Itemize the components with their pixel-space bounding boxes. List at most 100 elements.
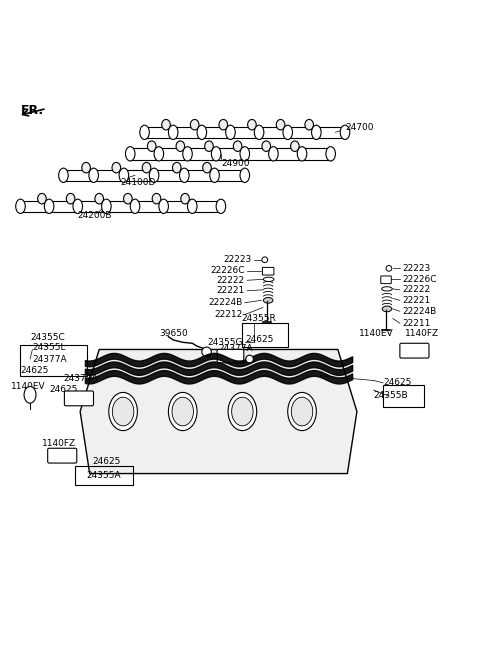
Circle shape [386,266,392,271]
Text: 22212: 22212 [214,310,242,319]
Text: 1140EV: 1140EV [11,382,46,391]
Polygon shape [80,350,357,474]
Ellipse shape [203,163,211,173]
Ellipse shape [276,119,285,130]
Text: 24377A: 24377A [218,344,253,352]
Ellipse shape [130,199,140,213]
Ellipse shape [102,199,111,213]
FancyBboxPatch shape [381,276,391,283]
Text: 39650: 39650 [159,329,188,338]
Bar [383,385,424,407]
Ellipse shape [210,168,219,182]
Text: 24900: 24900 [221,159,250,168]
Ellipse shape [172,397,193,426]
Text: 22222: 22222 [216,276,245,285]
Text: 24625: 24625 [21,367,49,375]
Ellipse shape [254,125,264,140]
Ellipse shape [382,306,392,312]
Ellipse shape [228,392,257,430]
Text: 24355B: 24355B [373,391,408,400]
Ellipse shape [73,199,83,213]
Text: 1140FZ: 1140FZ [405,329,439,338]
Circle shape [262,257,268,262]
Ellipse shape [305,119,313,130]
Text: 1140FZ: 1140FZ [42,439,76,448]
FancyBboxPatch shape [263,268,274,275]
Circle shape [202,347,211,357]
Text: 22226C: 22226C [210,266,245,276]
Ellipse shape [291,397,313,426]
Ellipse shape [264,297,273,303]
Text: 1140EV: 1140EV [360,329,394,338]
Text: 24355R: 24355R [242,314,276,323]
Ellipse shape [326,147,336,161]
Ellipse shape [112,163,120,173]
Ellipse shape [233,141,242,152]
FancyBboxPatch shape [64,391,94,406]
Text: 22223: 22223 [224,255,252,264]
Ellipse shape [24,386,36,403]
Text: 24700: 24700 [345,123,373,132]
Ellipse shape [290,141,299,152]
Ellipse shape [240,168,250,182]
Ellipse shape [172,163,181,173]
Ellipse shape [297,147,307,161]
Text: 24355G: 24355G [207,338,242,347]
Text: 24377A: 24377A [63,374,98,382]
Ellipse shape [262,141,271,152]
Text: 24377A: 24377A [33,354,67,363]
Text: 22221: 22221 [402,296,431,305]
Ellipse shape [123,194,132,204]
Text: 22222: 22222 [402,285,431,295]
Ellipse shape [149,168,159,182]
Text: 24625: 24625 [383,379,411,388]
Ellipse shape [162,119,170,130]
Ellipse shape [37,194,46,204]
Ellipse shape [269,147,278,161]
Text: 24625: 24625 [49,384,77,394]
Bar [242,323,288,347]
FancyBboxPatch shape [400,343,429,358]
Ellipse shape [112,397,134,426]
Text: 24355L: 24355L [33,342,66,352]
Ellipse shape [109,392,137,430]
FancyBboxPatch shape [48,448,77,463]
Text: FR.: FR. [21,104,44,117]
Ellipse shape [89,168,98,182]
Ellipse shape [152,194,161,204]
FancyBboxPatch shape [217,350,244,363]
Ellipse shape [183,147,192,161]
Text: 24355C: 24355C [30,333,65,342]
Ellipse shape [59,168,68,182]
Text: 24100D: 24100D [120,178,156,187]
Ellipse shape [288,392,316,430]
Circle shape [246,355,253,363]
Ellipse shape [283,125,292,140]
Ellipse shape [264,277,274,281]
Ellipse shape [188,199,197,213]
Ellipse shape [382,287,392,291]
Bar [75,466,132,485]
Ellipse shape [66,194,75,204]
Ellipse shape [340,125,350,140]
Text: 24355A: 24355A [87,472,121,480]
Text: 22221: 22221 [216,286,245,295]
Ellipse shape [197,125,206,140]
Ellipse shape [125,147,135,161]
Ellipse shape [119,168,129,182]
Ellipse shape [180,168,189,182]
Ellipse shape [168,392,197,430]
Ellipse shape [181,194,190,204]
Text: 22211: 22211 [402,319,431,328]
Text: 22226C: 22226C [402,275,437,284]
Ellipse shape [204,141,213,152]
Bar [21,344,87,376]
Ellipse shape [312,125,321,140]
Ellipse shape [219,119,228,130]
Ellipse shape [216,199,226,213]
Ellipse shape [82,163,90,173]
Text: 22223: 22223 [402,264,431,273]
Ellipse shape [240,147,250,161]
Text: 24625: 24625 [245,335,273,344]
Ellipse shape [159,199,168,213]
